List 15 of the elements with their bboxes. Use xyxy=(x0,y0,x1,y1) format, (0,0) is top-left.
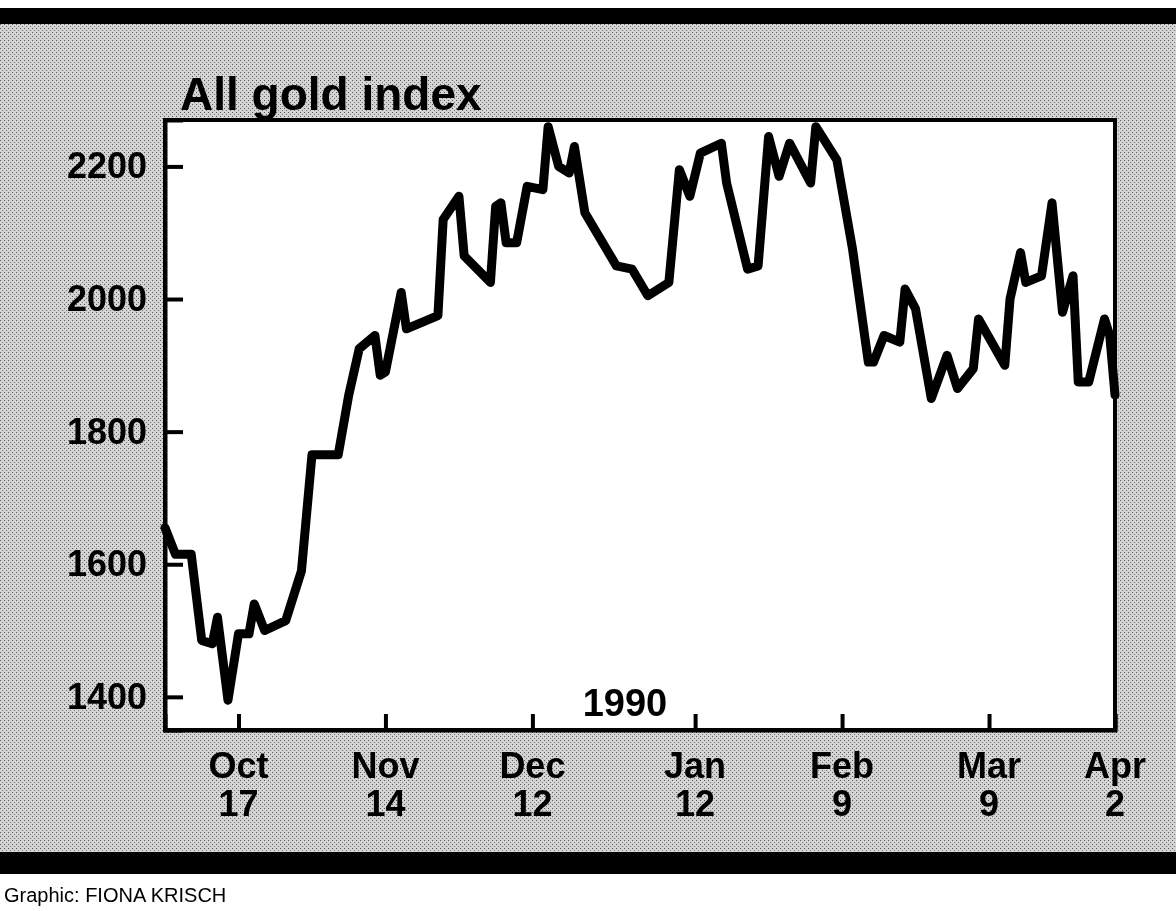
chart-title: All gold index xyxy=(180,68,482,120)
x-tick-label: Feb 9 xyxy=(810,745,875,824)
x-tick-label: Mar 9 xyxy=(957,745,1022,824)
y-tick-label: 2200 xyxy=(66,145,147,187)
x-tick-label: Jan 12 xyxy=(664,745,727,824)
x-tick-label: Dec 12 xyxy=(499,745,566,824)
y-tick-label: 1400 xyxy=(66,675,147,717)
text: Graphic: FIONA KRISCH xyxy=(4,884,227,906)
x-tick-label: Apr 2 xyxy=(1084,745,1146,824)
annotation: 1990 xyxy=(582,682,668,724)
y-tick-label: 2000 xyxy=(66,278,147,320)
x-tick-label: Oct 17 xyxy=(208,745,269,824)
y-tick-label: 1800 xyxy=(66,410,147,452)
y-tick-label: 1600 xyxy=(66,543,147,585)
x-tick-label: Nov 14 xyxy=(351,745,420,824)
